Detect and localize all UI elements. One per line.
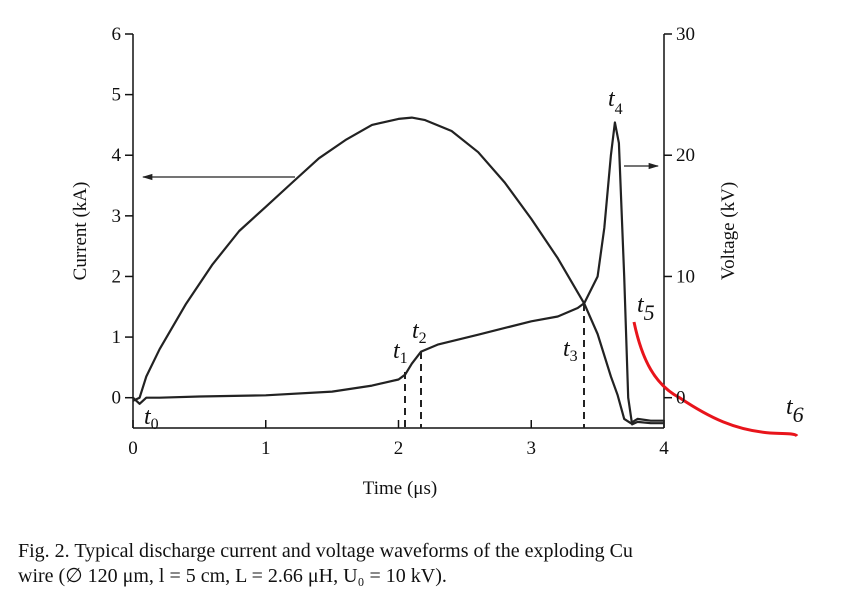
caption-line: wire (∅ 120 μm, l = 5 cm, L = 2.66 μH, U… xyxy=(18,565,447,587)
series-line xyxy=(132,116,664,425)
y-tick-label: 2 xyxy=(112,266,122,287)
y2-tick-label: 20 xyxy=(676,145,695,166)
x-tick-label: 1 xyxy=(261,438,271,459)
annotation: t6 xyxy=(786,394,804,427)
annotation: t1 xyxy=(393,338,408,367)
annotation: t3 xyxy=(563,336,578,365)
y-tick-label: 0 xyxy=(112,388,122,409)
annotation: t5 xyxy=(637,292,655,325)
y-tick-label: 4 xyxy=(112,145,122,166)
x-tick-label: 4 xyxy=(659,438,669,459)
x-tick-label: 2 xyxy=(394,438,404,459)
y-tick-label: 3 xyxy=(112,206,122,227)
annotation: t0 xyxy=(144,404,159,433)
series-line xyxy=(132,121,664,426)
y2-tick-label: 0 xyxy=(676,388,686,409)
y-tick-label: 6 xyxy=(112,24,122,45)
x-axis-label: Time (μs) xyxy=(363,478,437,499)
y2-axis-label: Voltage (kV) xyxy=(718,182,739,280)
annotation: t4 xyxy=(608,86,623,118)
y-axis-label: Current (kA) xyxy=(70,182,91,281)
annotation: t2 xyxy=(412,318,427,347)
y-tick-label: 5 xyxy=(112,85,122,106)
y2-tick-label: 30 xyxy=(676,24,695,45)
hand-drawn-curve xyxy=(632,321,799,438)
caption-line: Fig. 2. Typical discharge current and vo… xyxy=(18,540,633,562)
y-tick-label: 1 xyxy=(112,327,122,348)
x-tick-label: 3 xyxy=(527,438,537,459)
x-tick-label: 0 xyxy=(128,438,138,459)
y2-tick-label: 10 xyxy=(676,266,695,287)
